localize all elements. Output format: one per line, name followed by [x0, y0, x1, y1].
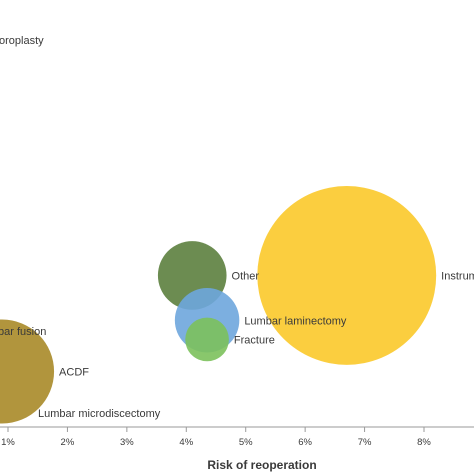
point-labels-layer: ACDF Instrumented Other Lumbar laminectomy F… [59, 270, 474, 378]
x-ticks-layer: 1% 2% 3% 4% 5% 6% 7% 8% [1, 427, 431, 448]
bubble-label-instrumented: Instrumented [441, 270, 474, 282]
bubble-fracture [185, 317, 229, 362]
extra-label-1: bar fusion [0, 326, 46, 338]
extra-label-2: Lumbar microdiscectomy [38, 408, 161, 420]
x-tick-label-7: 8% [417, 437, 431, 448]
bubble-label-lumbar-laminectomy: Lumbar laminectomy [244, 315, 347, 327]
bubble-instrumented [257, 185, 437, 365]
extra-labels-layer: oroplasty bar fusion Lumbar microdiscectom… [0, 35, 161, 420]
x-tick-label-2: 3% [120, 437, 134, 448]
x-tick-label-0: 1% [1, 437, 15, 448]
x-tick-label-3: 4% [179, 437, 193, 448]
bubble-acdf [0, 319, 55, 424]
x-tick-label-1: 2% [61, 437, 75, 448]
bubble-label-fracture: Fracture [234, 334, 275, 346]
x-tick-label-6: 7% [358, 437, 372, 448]
bubbles-layer [0, 185, 437, 424]
extra-label-0: oroplasty [0, 35, 44, 47]
x-axis-title: Risk of reoperation [207, 458, 316, 472]
x-tick-label-4: 5% [239, 437, 253, 448]
x-tick-label-5: 6% [298, 437, 312, 448]
bubble-label-other: Other [232, 270, 260, 282]
bubble-label-acdf: ACDF [59, 366, 89, 378]
